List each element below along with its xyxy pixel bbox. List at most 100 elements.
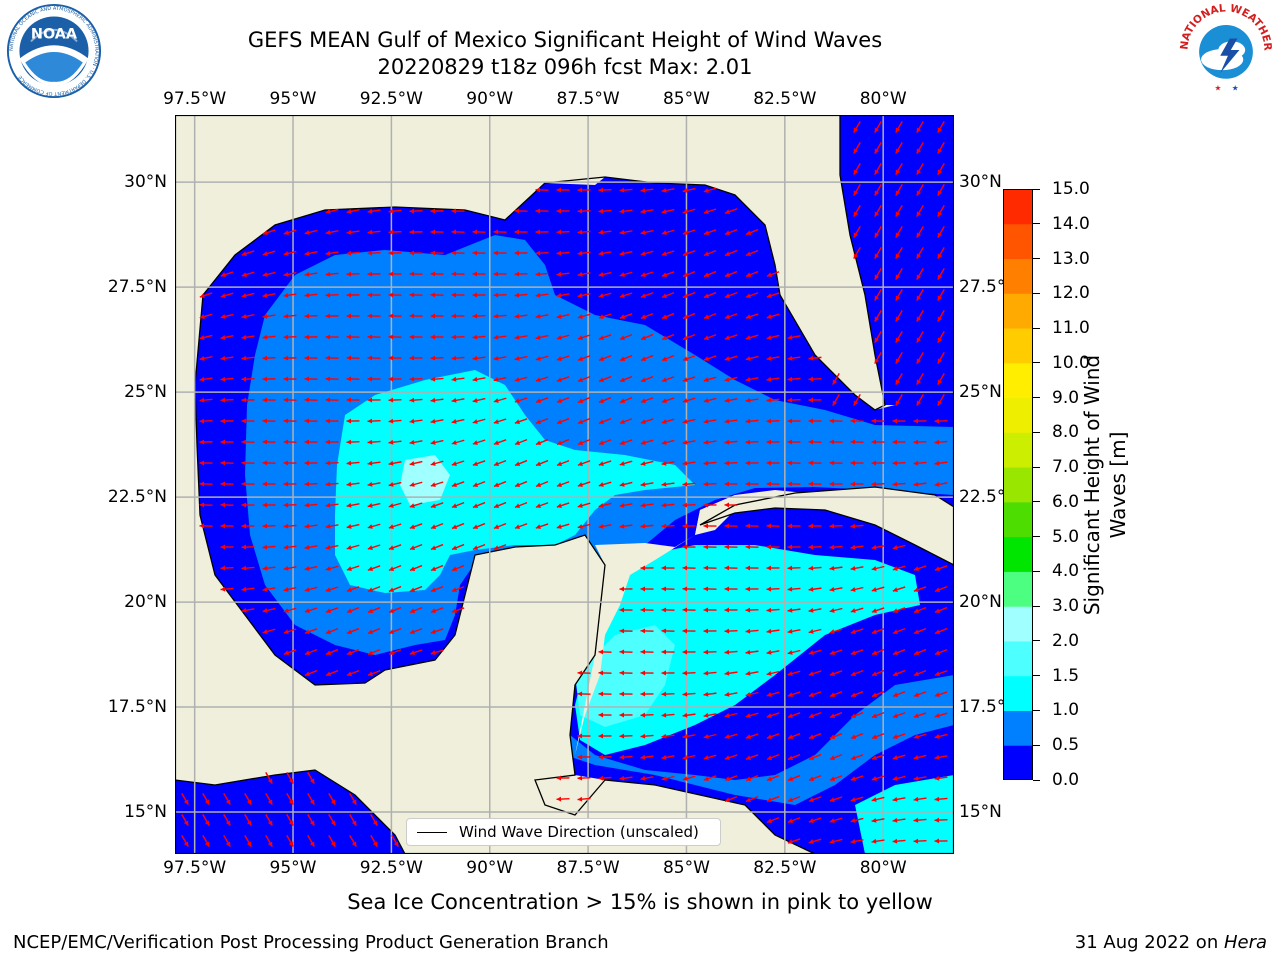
wave-arrow — [451, 439, 465, 445]
colorbar — [1003, 189, 1033, 780]
wave-arrow — [808, 711, 822, 719]
wave-arrow — [325, 460, 339, 466]
wave-arrow — [745, 754, 759, 761]
wave-arrow — [724, 502, 738, 508]
wave-arrow — [682, 312, 696, 320]
wave-arrow — [409, 460, 423, 466]
wave-arrow — [937, 226, 945, 238]
wave-arrow — [325, 292, 339, 298]
wave-arrow — [283, 628, 297, 634]
wave-arrow — [304, 669, 318, 677]
wave-arrow — [916, 352, 924, 364]
colorbar-tick-mark-16 — [1033, 223, 1040, 225]
wave-arrow — [619, 460, 633, 466]
wave-arrow — [598, 670, 612, 676]
wave-arrow — [409, 208, 423, 214]
wave-arrow — [682, 523, 696, 529]
wave-arrow — [682, 628, 696, 634]
wave-arrow — [682, 397, 696, 403]
wave-arrow — [682, 418, 696, 424]
wave-arrow — [745, 292, 759, 299]
wave-arrow — [325, 669, 339, 677]
wave-arrow — [766, 376, 780, 382]
wave-arrow — [325, 418, 339, 424]
wave-arrow — [598, 292, 612, 298]
wave-arrow — [493, 480, 507, 488]
wave-arrow — [304, 292, 318, 298]
wave-arrow — [388, 271, 402, 277]
wave-arrow — [871, 817, 885, 823]
wave-arrow — [388, 606, 402, 614]
wave-arrow — [703, 208, 717, 214]
wave-arrow — [430, 250, 444, 256]
wave-arrow — [388, 418, 402, 424]
wave-arrow — [430, 208, 444, 214]
colorbar-segment-2 — [1003, 675, 1033, 711]
wave-arrow — [514, 480, 528, 488]
wave-arrow — [409, 628, 423, 635]
wave-arrow — [514, 334, 528, 340]
wave-arrow — [892, 754, 906, 760]
wave-arrow — [286, 772, 294, 784]
wave-arrow — [829, 565, 843, 571]
wave-arrow — [577, 187, 591, 193]
lon-label-top-1: 95°W — [269, 89, 317, 109]
wave-arrow — [808, 670, 822, 676]
colorbar-tick-mark-1 — [1033, 744, 1040, 746]
wave-arrow — [409, 564, 423, 572]
wave-arrow — [535, 271, 549, 277]
wave-arrow — [346, 544, 360, 550]
colorbar-tick-mark-3 — [1033, 675, 1040, 677]
wave-arrow — [286, 835, 294, 847]
wave-arrow — [874, 310, 882, 322]
wave-arrow — [724, 355, 738, 361]
wave-arrow — [430, 313, 444, 319]
wave-arrow — [682, 250, 696, 257]
wave-arrow — [262, 586, 276, 592]
wave-arrow — [724, 712, 738, 718]
wave-arrow — [577, 670, 591, 676]
colorbar-segment-14 — [1003, 258, 1033, 294]
wave-arrow — [325, 439, 339, 445]
wave-arrow — [367, 355, 381, 361]
wave-arrow — [265, 835, 273, 847]
wave-arrow — [307, 814, 315, 826]
wave-arrow — [283, 397, 297, 403]
wave-arrow — [913, 565, 927, 571]
wave-arrow — [619, 187, 633, 193]
wave-arrow — [724, 565, 738, 571]
colorbar-tick-label-5: 3.0 — [1052, 596, 1080, 617]
wave-arrow — [745, 670, 759, 676]
wave-arrow — [724, 313, 738, 320]
wave-arrow — [913, 648, 927, 656]
wave-arrow — [619, 354, 633, 362]
lat-label-left-0: 30°N — [124, 172, 167, 193]
wave-arrow — [262, 418, 276, 424]
wave-arrow — [619, 250, 633, 256]
colorbar-tick-mark-8 — [1033, 501, 1040, 503]
wave-arrow — [916, 205, 924, 217]
lon-label-bottom-3: 90°W — [466, 858, 514, 878]
wave-arrow — [367, 250, 381, 256]
wave-arrow — [829, 817, 843, 823]
wave-arrow — [703, 691, 717, 697]
wave-arrow — [934, 796, 948, 802]
wave-arrow — [388, 627, 402, 635]
wave-arrow — [472, 397, 486, 403]
wave-arrow — [304, 229, 318, 235]
wave-arrow — [745, 376, 759, 382]
wave-arrow — [220, 355, 234, 361]
wave-arrow — [829, 711, 843, 719]
wave-arrow — [241, 523, 255, 529]
legend-line-icon — [417, 831, 447, 833]
wave-arrow — [640, 649, 654, 655]
wave-arrow — [640, 733, 654, 739]
wave-arrow — [682, 712, 696, 718]
wave-arrow — [934, 627, 948, 635]
wave-arrow — [916, 289, 924, 301]
wave-arrow — [745, 628, 759, 634]
wave-arrow — [934, 481, 948, 487]
wave-arrow — [703, 775, 717, 781]
wave-arrow — [640, 439, 654, 445]
wave-arrow — [451, 543, 465, 551]
